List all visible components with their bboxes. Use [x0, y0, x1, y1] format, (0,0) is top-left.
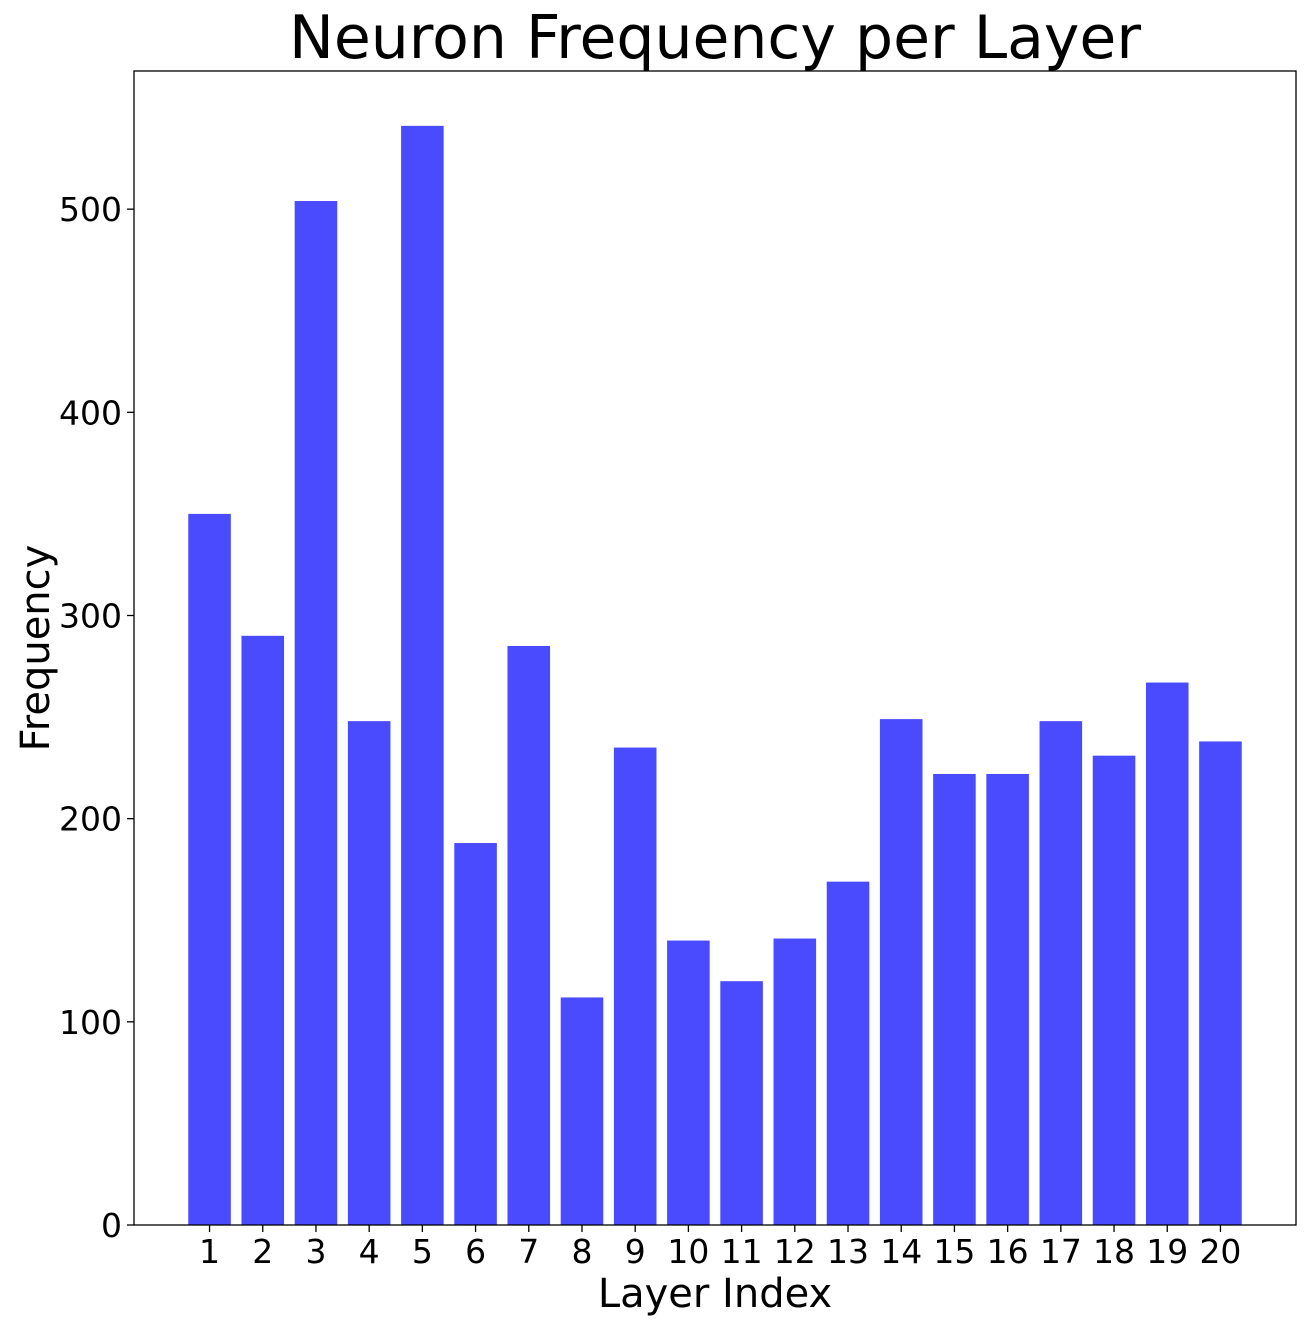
x-tick-label: 18 [1093, 1232, 1135, 1271]
plot-area-frame [133, 70, 1297, 1226]
bar-layer-8 [560, 997, 604, 1225]
x-tick-label: 8 [571, 1232, 592, 1271]
bar-layer-14 [879, 719, 923, 1225]
x-tick-label: 19 [1146, 1232, 1188, 1271]
x-axis-label: Layer Index [598, 1271, 832, 1317]
x-tick-label: 10 [667, 1232, 709, 1271]
x-tick-label: 7 [518, 1232, 539, 1271]
bar-layer-2 [241, 635, 285, 1225]
bar-layer-10 [667, 940, 710, 1225]
x-tick-label: 9 [625, 1232, 646, 1271]
y-tick-label: 200 [59, 800, 122, 839]
x-tick-label: 3 [305, 1232, 326, 1271]
bar-layer-20 [1199, 741, 1242, 1225]
bar-layer-6 [454, 843, 497, 1225]
x-tick-label: 16 [987, 1232, 1029, 1271]
x-tick-label: 12 [774, 1232, 816, 1271]
bar-layer-12 [773, 938, 817, 1225]
x-axis-ticks: 1 2 3 4 5 6 7 8 9 10 11 12 13 14 15 16 17 18 19 20 [199, 1225, 1241, 1271]
bar-layer-16 [986, 773, 1029, 1225]
bar-layer-15 [933, 773, 976, 1225]
bar-layer-11 [720, 981, 763, 1225]
y-axis-label: Frequency [13, 545, 59, 752]
x-tick-label: 20 [1199, 1232, 1241, 1271]
bar-layer-18 [1092, 755, 1136, 1225]
bar-layer-13 [826, 881, 870, 1225]
x-tick-label: 15 [933, 1232, 975, 1271]
x-tick-label: 4 [359, 1232, 380, 1271]
bar-layer-9 [613, 747, 657, 1225]
bar-layer-7 [507, 645, 551, 1225]
y-axis-ticks: 0 100 200 300 400 500 [59, 190, 134, 1245]
x-tick-label: 13 [827, 1232, 869, 1271]
x-tick-label: 17 [1040, 1232, 1082, 1271]
x-tick-label: 1 [199, 1232, 220, 1271]
bar-layer-3 [294, 201, 338, 1225]
bar-layer-4 [347, 721, 391, 1225]
y-tick-label: 300 [59, 596, 122, 635]
bar-layer-19 [1145, 682, 1189, 1225]
x-tick-label: 11 [721, 1232, 763, 1271]
y-tick-label: 400 [59, 393, 122, 432]
bar-layer-5 [401, 125, 444, 1226]
bars-group [188, 125, 1242, 1226]
y-tick-label: 0 [101, 1206, 122, 1245]
x-tick-label: 2 [252, 1232, 273, 1271]
x-tick-label: 6 [465, 1232, 486, 1271]
x-tick-label: 14 [880, 1232, 922, 1271]
x-tick-label: 5 [412, 1232, 433, 1271]
chart-title: Neuron Frequency per Layer [289, 3, 1141, 73]
y-tick-label: 500 [59, 190, 122, 229]
bar-layer-1 [188, 513, 231, 1225]
bar-layer-17 [1039, 721, 1083, 1225]
y-tick-label: 100 [59, 1003, 122, 1042]
